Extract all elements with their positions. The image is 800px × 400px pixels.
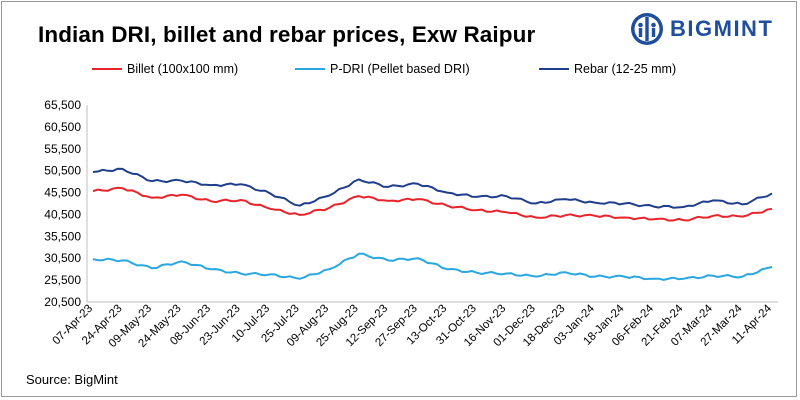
y-tick-label: 25,500 [44, 273, 81, 287]
y-axis: 20,500 25,500 30,500 35,500 40,500 45,500 50,5… [44, 98, 88, 309]
legend-item-billet: Billet (100x100 mm) [92, 62, 238, 76]
y-tick-label: 45,500 [44, 186, 81, 200]
y-tick-label: 20,500 [44, 295, 81, 309]
legend-item-rebar: Rebar (12-25 mm) [539, 62, 676, 76]
source-note: Source: BigMint [26, 372, 118, 387]
x-axis: 07-Apr-2324-Apr-2309-May-2324-May-2308-J… [50, 301, 778, 350]
legend-item-pdri: P-DRI (Pellet based DRI) [295, 62, 470, 76]
bigmint-logo-icon [631, 13, 663, 45]
legend-label-billet: Billet (100x100 mm) [127, 62, 239, 76]
series-lines [92, 167, 773, 281]
legend-swatch-rebar [539, 68, 569, 70]
y-tick-label: 65,500 [44, 98, 81, 112]
billet-line [92, 186, 773, 222]
bigmint-logo: BIGMINT [630, 12, 773, 46]
y-tick-label: 40,500 [44, 207, 81, 221]
y-tick-label: 55,500 [44, 142, 81, 156]
legend-swatch-pdri [295, 68, 325, 70]
legend-label-pdri: P-DRI (Pellet based DRI) [330, 62, 470, 76]
legend-swatch-billet [92, 68, 122, 70]
legend-label-rebar: Rebar (12-25 mm) [574, 62, 677, 76]
rebar-line [92, 167, 773, 209]
y-tick-label: 35,500 [44, 229, 81, 243]
chart-title: Indian DRI, billet and rebar prices, Exw… [38, 22, 536, 47]
y-tick-label: 30,500 [44, 251, 81, 265]
pdri-line [92, 252, 773, 281]
y-tick-label: 60,500 [44, 120, 81, 134]
bigmint-logo-text: BIGMINT [670, 16, 774, 41]
y-tick-label: 50,500 [44, 164, 81, 178]
